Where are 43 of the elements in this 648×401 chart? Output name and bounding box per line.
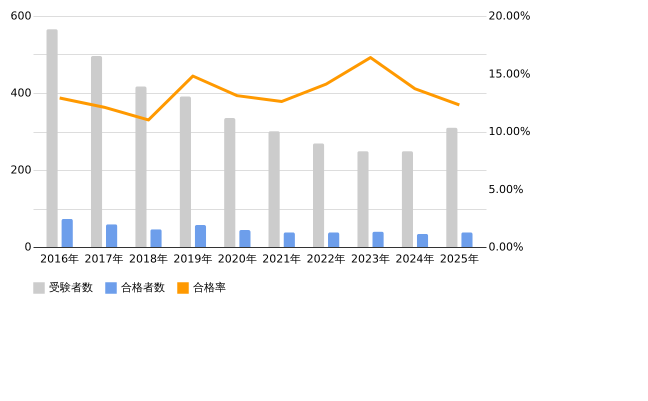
- bar: [194, 225, 206, 247]
- x-tick-label: 2018年: [128, 252, 168, 266]
- line-series: [58, 56, 461, 122]
- bar: [446, 128, 458, 247]
- legend-label: 合格者数: [121, 281, 165, 294]
- bar: [372, 232, 384, 247]
- x-tick-label: 2024年: [395, 252, 434, 266]
- x-tick-label: 2016年: [40, 252, 80, 266]
- bar: [357, 151, 369, 247]
- bar: [284, 232, 295, 247]
- bar: [461, 232, 473, 247]
- bar: [328, 232, 340, 247]
- x-tick-label: 2017年: [84, 252, 124, 266]
- bar: [239, 230, 251, 247]
- x-tick-label: 2022年: [306, 252, 346, 266]
- bar: [106, 224, 118, 247]
- x-tick-label: 2021年: [262, 252, 302, 266]
- bar: [268, 131, 280, 247]
- y2-tick-label: 5.00%: [488, 182, 524, 196]
- y2-tick-label: 15.00%: [488, 67, 530, 80]
- bar: [62, 218, 73, 247]
- y2-tick-label: 10.00%: [488, 125, 530, 138]
- bar: [402, 151, 414, 247]
- bar: [416, 234, 428, 247]
- y-tick-label: 0: [24, 240, 32, 254]
- y-tick-label: 200: [10, 164, 32, 176]
- x-tick-label: 2020年: [218, 252, 257, 266]
- legend-label: 受験者数: [49, 281, 93, 294]
- bar: [46, 29, 58, 247]
- x-tick-label: 2019年: [173, 252, 212, 266]
- legend-label: 合格率: [193, 281, 226, 294]
- x-tick-label: 2023年: [351, 252, 390, 266]
- y2-tick-label: 0.00%: [488, 240, 524, 254]
- bar: [135, 86, 147, 247]
- x-tick-label: 2025年: [440, 252, 479, 266]
- y-tick-label: 600: [10, 10, 32, 22]
- y2-tick-label: 20.00%: [488, 10, 530, 22]
- bar: [90, 56, 102, 247]
- y-tick-label: 400: [10, 86, 32, 100]
- bar: [224, 118, 236, 247]
- bar: [312, 143, 324, 247]
- bar: [180, 96, 191, 247]
- bar: [150, 229, 162, 247]
